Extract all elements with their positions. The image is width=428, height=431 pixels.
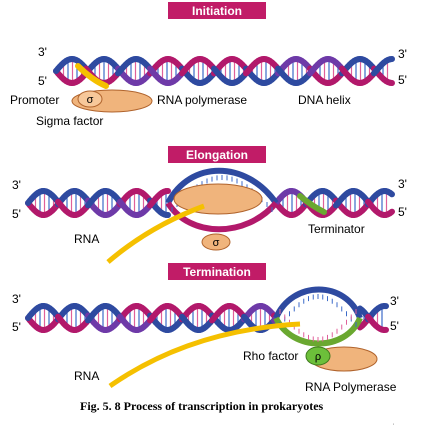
termination-released-rna <box>108 321 301 389</box>
termination-5prime-right: 5' <box>390 319 399 333</box>
initiation-3prime-right: 3' <box>398 47 407 61</box>
sigma-factor-label: Sigma factor <box>36 114 103 128</box>
termination-open-bubble <box>273 286 363 347</box>
termination-header-bg <box>168 263 266 280</box>
initiation-dna-helix <box>53 56 395 89</box>
termination-3prime-left: 3' <box>12 292 21 306</box>
dna-strand-segment <box>387 189 395 198</box>
elongation-5prime-left: 5' <box>12 207 21 221</box>
figure-caption: Fig. 5. 8 Process of transcription in pr… <box>80 399 324 413</box>
elongation-rna-label: RNA <box>74 232 99 246</box>
elongation-5prime-right: 5' <box>398 205 407 219</box>
promoter-label: Promoter <box>10 93 59 107</box>
termination-3prime-right: 3' <box>390 294 399 308</box>
elongation-header-bg <box>168 146 266 163</box>
initiation-sigma-letter: σ <box>87 94 94 106</box>
page-mark: ' <box>393 424 394 430</box>
initiation-header-bg <box>168 2 266 19</box>
initiation-3prime-left: 3' <box>38 45 47 59</box>
initiation-5prime-right: 5' <box>398 73 407 87</box>
rho-letter: ρ <box>315 351 321 363</box>
dna-helix-label: DNA helix <box>298 93 351 107</box>
rna-polymerase-label: RNA polymerase <box>157 93 247 107</box>
elongation-sigma-letter: σ <box>213 237 220 249</box>
elongation-rna-strand <box>106 203 205 264</box>
termination-panel: Termination ρ 3' 5' 3' 5' RNA Rho factor… <box>12 263 399 394</box>
initiation-sigma-factor <box>77 90 103 108</box>
termination-rna-label: RNA <box>74 369 99 383</box>
bubble-upper-strand <box>273 286 363 320</box>
elongation-transcription-bubble <box>165 167 327 233</box>
initiation-header: Initiation <box>192 4 242 18</box>
rho-factor <box>305 346 331 366</box>
rho-factor-label: Rho factor <box>243 349 298 363</box>
dna-strand-segment <box>387 208 395 217</box>
terminator-label: Terminator <box>308 222 365 236</box>
termination-rna-polymerase-label: RNA Polymerase <box>305 380 397 394</box>
elongation-panel: Elongation σ 3' 5' 3' 5' RNA Terminator <box>12 146 407 264</box>
termination-dna-helix <box>25 303 389 333</box>
terminator-region <box>297 193 327 215</box>
promoter-region <box>75 63 109 89</box>
elongation-3prime-left: 3' <box>12 178 21 192</box>
elongation-released-sigma <box>201 233 231 251</box>
termination-header: Termination <box>183 265 251 279</box>
termination-5prime-left: 5' <box>12 320 21 334</box>
bubble-lower-strand <box>165 200 279 233</box>
elongation-3prime-right: 3' <box>398 177 407 191</box>
bubble-lower-strand <box>273 316 363 347</box>
elongation-header: Elongation <box>186 148 248 162</box>
initiation-panel: Initiation 3' 5' 3' 5' σ Promoter RNA po… <box>10 2 407 128</box>
elongation-rna-polymerase <box>173 183 263 215</box>
initiation-5prime-left: 5' <box>38 74 47 88</box>
bubble-upper-strand <box>165 167 279 205</box>
